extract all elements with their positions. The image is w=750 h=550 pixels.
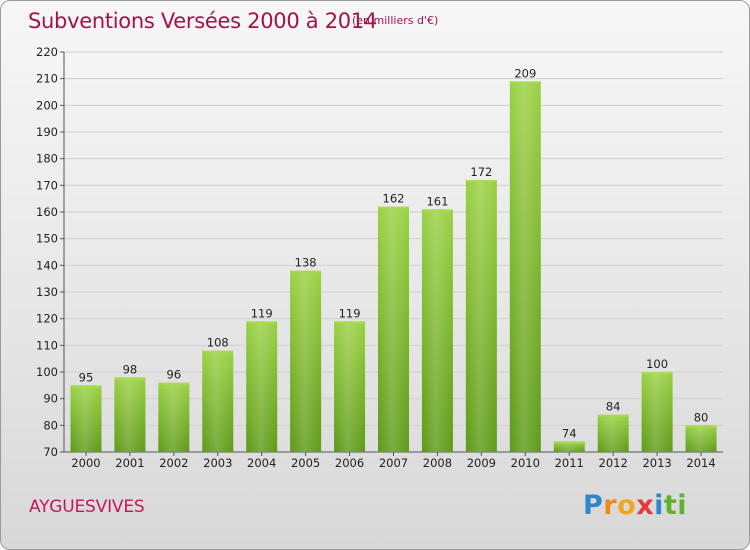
x-tick-label: 2005 <box>291 456 320 470</box>
chart-title: Subventions Versées 2000 à 2014 <box>28 9 377 33</box>
y-tick-label: 170 <box>36 178 58 192</box>
y-tick-label: 220 <box>36 45 58 59</box>
bar-highlight <box>553 441 585 452</box>
logo-letter: r <box>603 490 618 521</box>
x-tick-label: 2007 <box>379 456 408 470</box>
bar-value-label: 84 <box>606 400 621 414</box>
y-tick-label: 210 <box>36 72 58 86</box>
bar-top-edge <box>685 425 717 428</box>
bar-highlight <box>290 270 322 452</box>
bar-top-edge <box>158 382 190 385</box>
logo-letter: P <box>583 490 604 521</box>
x-tick-label: 2014 <box>686 456 715 470</box>
bar-value-label: 119 <box>251 306 273 320</box>
y-tick-label: 100 <box>36 365 58 379</box>
bars <box>70 81 717 452</box>
bar-top-edge <box>465 180 497 182</box>
bar-top-edge <box>114 377 146 380</box>
y-tick-label: 160 <box>36 205 58 219</box>
bar-top-edge <box>378 206 409 209</box>
x-tick-label: 2011 <box>555 456 584 470</box>
y-tick-label: 110 <box>36 338 58 352</box>
bar-highlight <box>378 206 409 452</box>
y-tick-label: 130 <box>36 285 58 299</box>
bar-highlight <box>158 382 190 452</box>
x-tick-label: 2012 <box>599 456 628 470</box>
bar-highlight <box>202 350 234 452</box>
bar-top-edge <box>202 350 234 353</box>
proxiti-logo: Proxiti <box>583 490 687 521</box>
x-tick-label: 2003 <box>203 456 232 470</box>
y-tick-label: 190 <box>36 125 58 139</box>
y-tick-label: 70 <box>43 445 58 459</box>
x-tick-label: 2008 <box>423 456 452 470</box>
bar-value-label: 172 <box>470 165 492 179</box>
labels: 7080901001101201301401501601701801902002… <box>36 45 716 470</box>
logo-letter: o <box>617 490 637 521</box>
logo-letter: x <box>636 490 655 521</box>
x-tick-label: 2004 <box>247 456 276 470</box>
bar-top-edge <box>70 385 102 388</box>
x-tick-label: 2013 <box>642 456 671 470</box>
x-tick-label: 2001 <box>115 456 144 470</box>
bar-value-label: 119 <box>339 306 361 320</box>
bar-highlight <box>334 321 366 452</box>
bar-value-label: 161 <box>426 194 448 208</box>
y-tick-label: 90 <box>43 392 58 406</box>
logo-letter: t <box>663 490 678 521</box>
x-tick-label: 2000 <box>71 456 100 470</box>
bar-top-edge <box>553 441 585 444</box>
bar-value-label: 98 <box>123 362 138 376</box>
bar-top-edge <box>597 414 629 417</box>
bar-value-label: 95 <box>79 370 94 384</box>
y-tick-label: 200 <box>36 98 58 112</box>
bar-value-label: 74 <box>562 426 577 440</box>
bar-value-label: 96 <box>167 368 182 382</box>
x-tick-label: 2010 <box>511 456 540 470</box>
y-tick-label: 140 <box>36 258 58 272</box>
logo-letter: i <box>654 490 664 521</box>
y-tick-label: 180 <box>36 152 58 166</box>
bar-top-edge <box>641 372 673 374</box>
bar-highlight <box>421 209 453 452</box>
logo-letter: i <box>677 490 688 521</box>
bar-top-edge <box>334 321 366 324</box>
bar-value-label: 108 <box>207 336 229 350</box>
x-tick-label: 2006 <box>335 456 364 470</box>
x-tick-label: 2002 <box>159 456 188 470</box>
bar-top-edge <box>509 81 541 84</box>
bar-value-label: 209 <box>514 66 536 80</box>
bar-value-label: 162 <box>383 192 405 206</box>
y-tick-label: 150 <box>36 232 58 246</box>
bar-value-label: 80 <box>694 410 709 424</box>
bar-highlight <box>246 321 278 452</box>
bar-value-label: 138 <box>295 256 317 270</box>
bar-top-edge <box>246 321 278 324</box>
commune-name: AYGUESVIVES <box>29 497 145 517</box>
bar-top-edge <box>421 209 453 212</box>
bar-highlight <box>685 425 717 452</box>
bar-highlight <box>114 377 146 452</box>
bar-highlight <box>641 372 673 452</box>
bar-value-label: 100 <box>646 357 668 371</box>
chart-unit: (en milliers d'€) <box>352 14 439 27</box>
bar-highlight <box>597 414 629 452</box>
x-tick-label: 2009 <box>467 456 496 470</box>
bar-highlight <box>509 81 541 452</box>
bar-top-edge <box>290 270 322 273</box>
y-tick-label: 120 <box>36 312 58 326</box>
y-tick-label: 80 <box>43 418 58 432</box>
bar-highlight <box>465 180 497 452</box>
bar-highlight <box>70 385 102 452</box>
